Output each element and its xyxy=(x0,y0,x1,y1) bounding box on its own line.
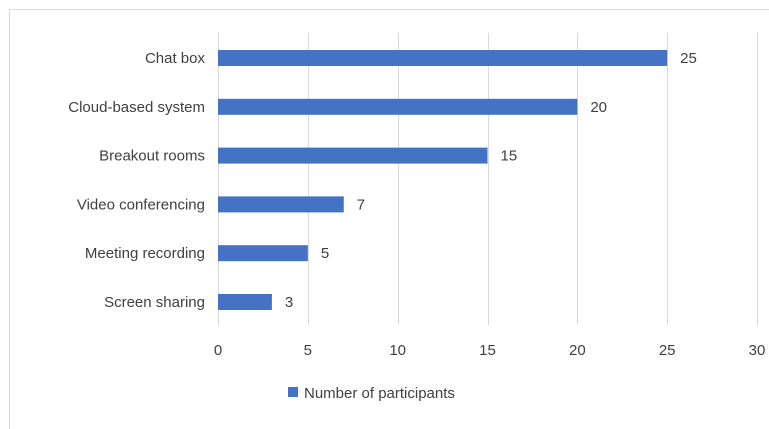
legend-label: Number of participants xyxy=(304,385,455,402)
bar xyxy=(218,245,308,262)
category-label: Screen sharing xyxy=(104,294,205,311)
data-label: 20 xyxy=(590,99,607,116)
bar-layer xyxy=(218,50,668,310)
bar xyxy=(218,147,488,164)
bar xyxy=(218,294,272,310)
x-tick-label: 15 xyxy=(479,342,496,359)
category-label: Meeting recording xyxy=(85,245,205,262)
data-label: 25 xyxy=(680,50,697,67)
x-axis-ticks: 0 5 10 15 20 25 30 xyxy=(214,342,766,359)
x-tick-label: 0 xyxy=(214,342,222,359)
bar xyxy=(218,98,578,115)
x-tick-label: 5 xyxy=(304,342,312,359)
legend: Number of participants xyxy=(288,385,455,402)
category-label: Cloud-based system xyxy=(68,99,205,116)
data-label: 7 xyxy=(357,196,365,213)
grid-layer xyxy=(218,33,758,325)
category-label: Chat box xyxy=(145,50,206,67)
label-layer: Chat box 25 Cloud-based system 20 Breakout r… xyxy=(68,50,697,311)
legend-swatch xyxy=(288,387,298,397)
data-label: 3 xyxy=(285,294,293,311)
data-label: 5 xyxy=(321,245,329,262)
x-tick-label: 30 xyxy=(749,342,766,359)
chart-frame xyxy=(9,9,769,429)
bar xyxy=(218,50,668,66)
category-label: Video conferencing xyxy=(77,196,205,213)
data-label: 15 xyxy=(501,148,518,165)
category-label: Breakout rooms xyxy=(99,148,205,165)
x-tick-label: 10 xyxy=(389,342,406,359)
x-tick-label: 20 xyxy=(569,342,586,359)
x-tick-label: 25 xyxy=(659,342,676,359)
bar xyxy=(218,196,344,213)
